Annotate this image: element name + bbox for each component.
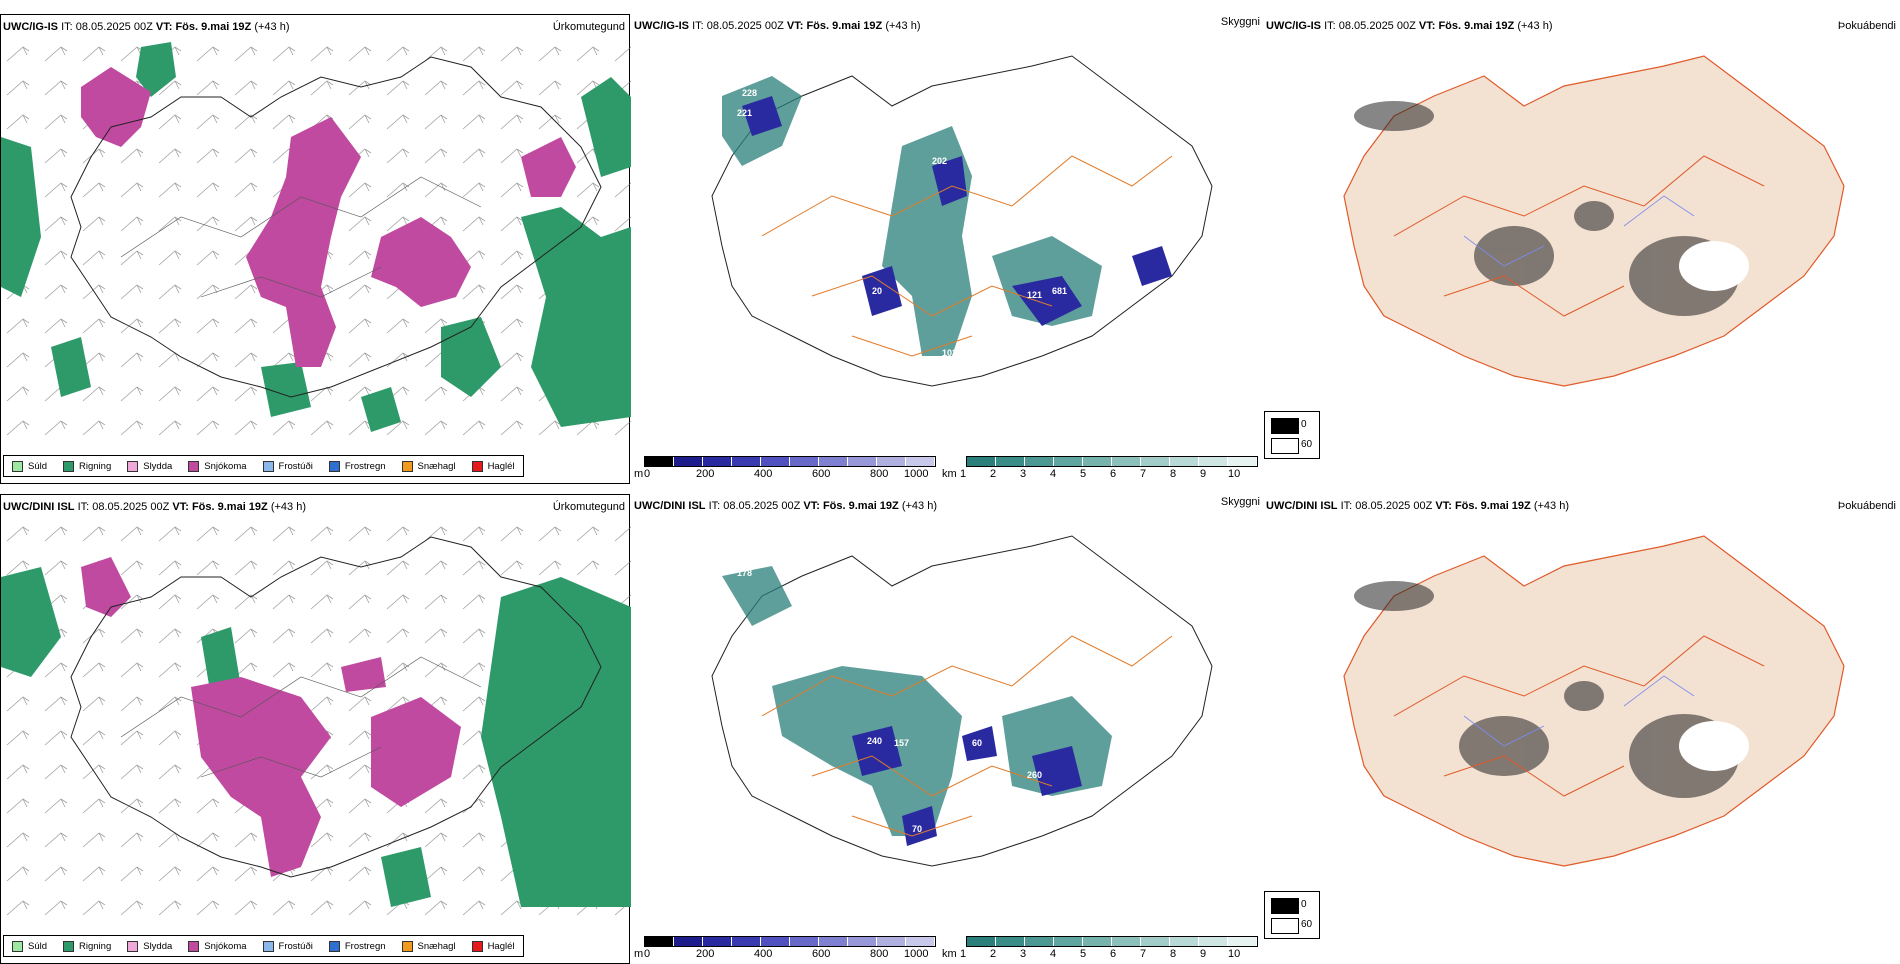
colorbar-swatch xyxy=(674,457,703,466)
svg-text:178: 178 xyxy=(737,568,752,578)
precip-type-map xyxy=(1,37,631,447)
svg-text:620: 620 xyxy=(1172,628,1187,638)
colorbar-swatch xyxy=(645,937,674,946)
cloudbase-visibility-panel-bottom: UWC/DINI ISL IT: 08.05.2025 00Z VT: Fös.… xyxy=(632,494,1262,964)
colorbar-swatch xyxy=(1199,457,1228,466)
svg-text:221: 221 xyxy=(737,108,752,118)
colorbar-swatch xyxy=(1025,937,1054,946)
colorbar-swatch xyxy=(967,937,996,946)
colorbar-swatch xyxy=(1054,937,1083,946)
colorbar-swatch xyxy=(1141,937,1170,946)
legend-item: Rigning xyxy=(63,460,111,472)
colorbar-swatch xyxy=(790,457,819,466)
cloudbase-map: 178 240 157 60 260 70 620 xyxy=(711,535,1213,867)
fog-panel-top: UWC/IG-IS IT: 08.05.2025 00Z VT: Fös. 9.… xyxy=(1264,14,1900,484)
colorbar-swatch xyxy=(819,937,848,946)
colorbar-swatch xyxy=(877,457,906,466)
fog-map xyxy=(1343,535,1845,867)
colorbar-swatch xyxy=(1170,937,1199,946)
colorbar-swatch xyxy=(732,937,761,946)
colorbar-swatch xyxy=(1112,937,1141,946)
panel-title: Úrkomutegund xyxy=(552,21,625,33)
colorbar-swatch xyxy=(1228,937,1257,946)
panel-title: Þokuábendi xyxy=(1837,500,1896,512)
panel-title: Skyggni xyxy=(1220,496,1260,508)
colorbar-swatch xyxy=(1170,457,1199,466)
precip-type-map xyxy=(1,517,631,927)
cloudbase-colorbar: m 0 200 400 600 800 1000 xyxy=(632,456,942,480)
legend-item: Slydda xyxy=(127,460,172,472)
fog-key: 0 60 xyxy=(1264,411,1320,459)
panel-header: UWC/IG-IS IT: 08.05.2025 00Z VT: Fös. 9.… xyxy=(1266,20,1553,32)
legend-item: Frostúði xyxy=(262,460,313,472)
legend-item: Frostregn xyxy=(328,460,386,472)
colorbar-swatch xyxy=(703,937,732,946)
colorbar-swatch xyxy=(761,457,790,466)
colorbar-swatch xyxy=(1083,457,1112,466)
svg-text:70: 70 xyxy=(912,824,922,834)
cloudbase-value-labels: 228 221 202 806 121 681 20 103 xyxy=(737,88,1067,358)
cloudbase-colorbar: m 0 200 400 600 800 1000 xyxy=(632,936,942,960)
colorbar-swatch xyxy=(1112,457,1141,466)
svg-text:103: 103 xyxy=(942,348,957,358)
fog-panel-bottom: UWC/DINI ISL IT: 08.05.2025 00Z VT: Fös.… xyxy=(1264,494,1900,964)
colorbar-swatch xyxy=(761,937,790,946)
colorbar-swatch xyxy=(703,457,732,466)
precip-type-panel-bottom: UWC/DINI ISL IT: 08.05.2025 00Z VT: Fös.… xyxy=(0,494,631,964)
fog-key: 0 60 xyxy=(1264,891,1320,939)
colorbar-swatch xyxy=(1083,937,1112,946)
legend-item: Súld xyxy=(12,460,47,472)
legend-item: Haglél xyxy=(471,460,515,472)
colorbar-swatch xyxy=(906,457,935,466)
panel-header: UWC/IG-IS IT: 08.05.2025 00Z VT: Fös. 9.… xyxy=(634,20,921,32)
colorbar-swatch xyxy=(645,457,674,466)
svg-text:228: 228 xyxy=(742,88,757,98)
cloudbase-visibility-panel-top: UWC/IG-IS IT: 08.05.2025 00Z VT: Fös. 9.… xyxy=(632,14,1262,484)
svg-text:202: 202 xyxy=(932,156,947,166)
colorbar-swatch xyxy=(674,937,703,946)
svg-text:681: 681 xyxy=(1052,286,1067,296)
svg-text:806: 806 xyxy=(962,143,977,153)
colorbar-swatch xyxy=(906,937,935,946)
svg-text:240: 240 xyxy=(867,736,882,746)
colorbar-swatch xyxy=(1054,457,1083,466)
colorbar-swatch xyxy=(1025,457,1054,466)
panel-title: Skyggni xyxy=(1220,16,1260,28)
panel-title: Úrkomutegund xyxy=(552,501,625,513)
visibility-colorbar: km 1 2 3 4 5 6 7 8 9 10 xyxy=(942,456,1262,480)
colorbar-swatch xyxy=(790,937,819,946)
visibility-colorbar: km 1 2 3 4 5 6 7 8 9 10 xyxy=(942,936,1262,960)
colorbar-swatch xyxy=(996,937,1025,946)
precip-type-panel-top: UWC/IG-IS IT: 08.05.2025 00Z VT: Fös. 9.… xyxy=(0,14,631,484)
svg-text:157: 157 xyxy=(894,738,909,748)
panel-header: UWC/IG-IS IT: 08.05.2025 00Z VT: Fös. 9.… xyxy=(3,21,290,33)
panel-header: UWC/DINI ISL IT: 08.05.2025 00Z VT: Fös.… xyxy=(3,501,306,513)
colorbar-swatch xyxy=(732,457,761,466)
fog-map xyxy=(1343,55,1845,387)
colorbar-swatch xyxy=(848,457,877,466)
legend-item: Snjókoma xyxy=(188,460,247,472)
colorbar-swatch xyxy=(1228,457,1257,466)
cloudbase-map: 228 221 202 806 121 681 20 103 xyxy=(711,55,1213,387)
colorbar-swatch xyxy=(877,937,906,946)
legend-item: Snæhagl xyxy=(401,460,456,472)
svg-text:121: 121 xyxy=(1027,290,1042,300)
colorbar-swatch xyxy=(967,457,996,466)
colorbar-swatch xyxy=(848,937,877,946)
colorbar-swatch xyxy=(1141,457,1170,466)
cloudbase-value-labels: 178 240 157 60 260 70 620 xyxy=(737,568,1187,834)
colorbar-swatch xyxy=(996,457,1025,466)
panel-title: Þokuábendi xyxy=(1837,20,1896,32)
colorbar-swatch xyxy=(1199,937,1228,946)
colorbar-swatch xyxy=(819,457,848,466)
svg-text:60: 60 xyxy=(972,738,982,748)
panel-header: UWC/DINI ISL IT: 08.05.2025 00Z VT: Fös.… xyxy=(1266,500,1569,512)
svg-text:260: 260 xyxy=(1027,770,1042,780)
precip-legend: Súld Rigning Slydda Snjókoma Frostúði Fr… xyxy=(3,455,524,477)
panel-header: UWC/DINI ISL IT: 08.05.2025 00Z VT: Fös.… xyxy=(634,500,937,512)
precip-legend: Súld Rigning Slydda Snjókoma Frostúði Fr… xyxy=(3,935,524,957)
svg-text:20: 20 xyxy=(872,286,882,296)
